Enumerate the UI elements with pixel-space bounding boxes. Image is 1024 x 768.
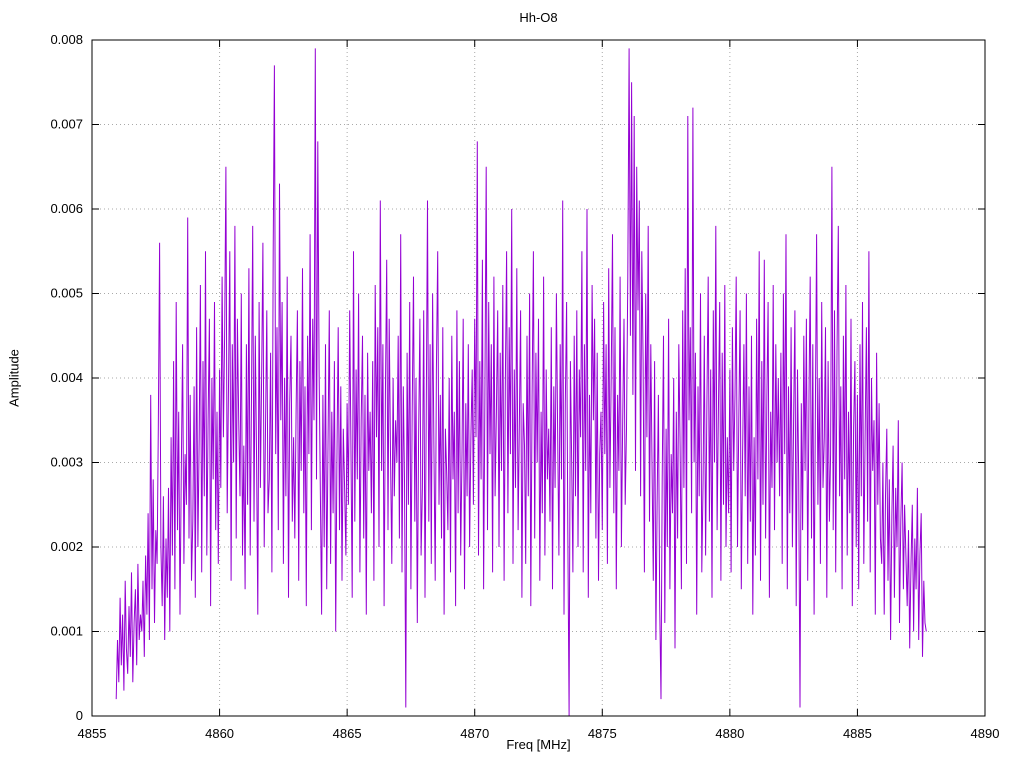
y-tick-label: 0.002 (50, 539, 83, 554)
y-tick-labels: 0 0.001 0.002 0.003 0.004 0.005 0.006 0.007 0.00… (50, 32, 83, 723)
y-tick-label: 0.001 (50, 624, 83, 639)
series-line (115, 48, 927, 717)
x-tick-label: 4870 (460, 726, 489, 741)
y-tick-label: 0.005 (50, 286, 83, 301)
y-tick-label: 0.006 (50, 201, 83, 216)
y-tick-label: 0 (76, 708, 83, 723)
y-tick-label: 0.007 (50, 117, 83, 132)
x-tick-label: 4875 (588, 726, 617, 741)
x-tick-labels: 4855 4860 4865 4870 4875 4880 4885 4890 (78, 726, 1000, 741)
tick-marks (91, 39, 986, 717)
x-tick-label: 4885 (843, 726, 872, 741)
y-tick-label: 0.004 (50, 370, 83, 385)
x-tick-label: 4880 (715, 726, 744, 741)
x-tick-label: 4860 (205, 726, 234, 741)
x-tick-label: 4855 (78, 726, 107, 741)
y-tick-label: 0.008 (50, 32, 83, 47)
x-axis-label: Freq [MHz] (506, 737, 571, 752)
x-tick-label: 4865 (333, 726, 362, 741)
data-series (115, 48, 927, 717)
y-tick-label: 0.003 (50, 455, 83, 470)
chart-title: Hh-O8 (519, 10, 558, 25)
x-tick-label: 4890 (971, 726, 1000, 741)
